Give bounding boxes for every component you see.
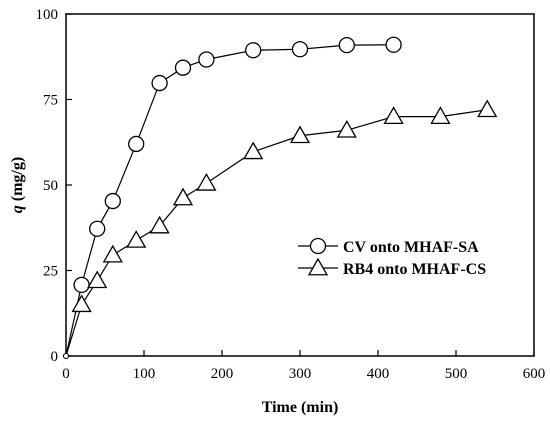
x-tick-label: 500: [445, 366, 468, 382]
series-2-point: [196, 172, 217, 191]
series-2-origin-point: [63, 353, 69, 359]
x-tick-label: 100: [133, 366, 156, 382]
y-tick-label: 75: [43, 93, 58, 109]
legend-item-2: RB4 onto MHAF-CS: [298, 257, 486, 278]
series-layer: [63, 36, 498, 359]
series-2-point: [71, 294, 92, 313]
series-1-point: [245, 42, 262, 59]
plot-border: [65, 13, 535, 357]
series-1-point: [291, 41, 309, 58]
y-axis-symbol: q: [9, 205, 26, 213]
x-tick-label: 400: [367, 366, 390, 382]
x-tick-label: 200: [211, 366, 234, 382]
series-1-point: [128, 135, 145, 153]
series-2-point: [126, 230, 147, 248]
y-axis-title: q (mg/g): [9, 157, 26, 213]
series-1-point: [73, 276, 90, 294]
x-tick-label: 300: [289, 366, 312, 382]
series-1-point: [151, 74, 168, 92]
series-1-point: [89, 220, 106, 237]
y-tick-label: 100: [36, 7, 59, 23]
legend-marker: [309, 237, 327, 255]
series-1: [63, 36, 402, 359]
series-2: [63, 99, 498, 359]
x-axis-title: Time (min): [262, 399, 339, 416]
series-1-point: [385, 36, 402, 53]
series-1-point: [198, 51, 215, 68]
series-2-point: [87, 270, 108, 289]
legend: CV onto MHAF-SA RB4 onto MHAF-CS: [298, 237, 486, 278]
series-2-point: [430, 106, 451, 124]
x-tick-label: 0: [62, 366, 70, 382]
legend-item-1: CV onto MHAF-SA: [298, 237, 479, 256]
series-1-point: [174, 59, 192, 76]
series-2-point: [149, 215, 170, 234]
series-2-point: [336, 119, 357, 138]
axis-ticks: 0 100 200 300 400 500 600 0 25 50 75 100: [36, 7, 546, 382]
series-1-point: [338, 36, 355, 54]
legend-marker: [307, 257, 329, 276]
x-tick-label: 600: [523, 366, 546, 382]
legend-label: RB4 onto MHAF-CS: [343, 261, 486, 278]
y-tick-label: 0: [51, 349, 59, 365]
y-tick-label: 25: [43, 264, 58, 280]
series-2-point: [243, 141, 264, 160]
series-2-point: [477, 99, 498, 118]
series-2-point: [102, 244, 123, 263]
y-axis-unit: (mg/g): [9, 157, 26, 201]
plot-frame: [65, 13, 535, 357]
series-1-point: [104, 192, 121, 210]
series-2-point: [172, 187, 194, 206]
series-2-point: [289, 125, 311, 144]
series-2-point: [383, 106, 404, 124]
legend-label: CV onto MHAF-SA: [343, 239, 479, 256]
y-tick-label: 50: [43, 178, 58, 194]
